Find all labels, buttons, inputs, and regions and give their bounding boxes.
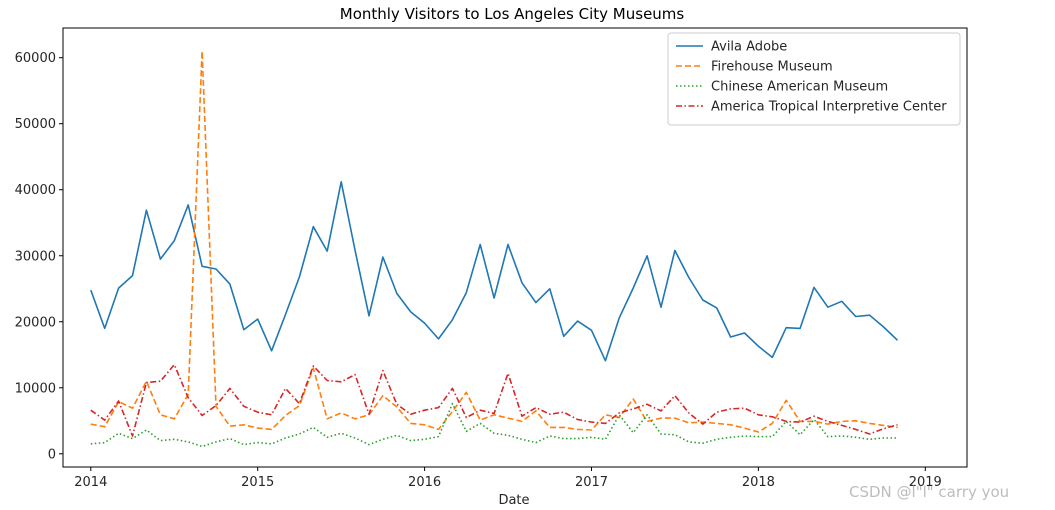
legend-label: America Tropical Interpretive Center [711,100,947,115]
y-tick-label: 20000 [15,315,56,330]
x-tick-label: 2019 [909,475,942,490]
series-line-0 [90,181,899,362]
y-axis: 0 10000 20000 30000 40000 50000 60000 [15,51,63,462]
series-line-2 [90,402,898,448]
legend-label: Chinese American Museum [711,80,888,95]
plot-frame [62,27,968,468]
series-line-1 [90,50,898,433]
x-axis: 2014 2015 2016 2017 2018 2019 [74,467,942,490]
series-lines [90,50,899,448]
legend-box [667,32,961,126]
chart-title: Monthly Visitors to Los Angeles City Mus… [340,5,685,23]
x-axis-label: Date [498,493,529,508]
y-tick-label: 60000 [15,51,56,66]
watermark: CSDN @l"l" carry you [849,483,1009,501]
x-tick-label: 2015 [241,475,274,490]
x-tick-label: 2016 [408,475,441,490]
x-tick-label: 2014 [74,475,107,490]
y-tick-label: 50000 [15,117,56,132]
legend-label: Avila Adobe [711,40,787,55]
legend: Avila Adobe Firehouse Museum Chinese Ameri… [667,32,961,126]
series-line-3 [90,363,898,437]
x-tick-label: 2017 [575,475,608,490]
legend-label: Firehouse Museum [711,60,833,75]
y-tick-label: 30000 [15,249,56,264]
x-tick-label: 2018 [742,475,775,490]
y-tick-label: 0 [48,447,56,462]
y-tick-label: 10000 [15,381,56,396]
y-tick-label: 40000 [15,183,56,198]
